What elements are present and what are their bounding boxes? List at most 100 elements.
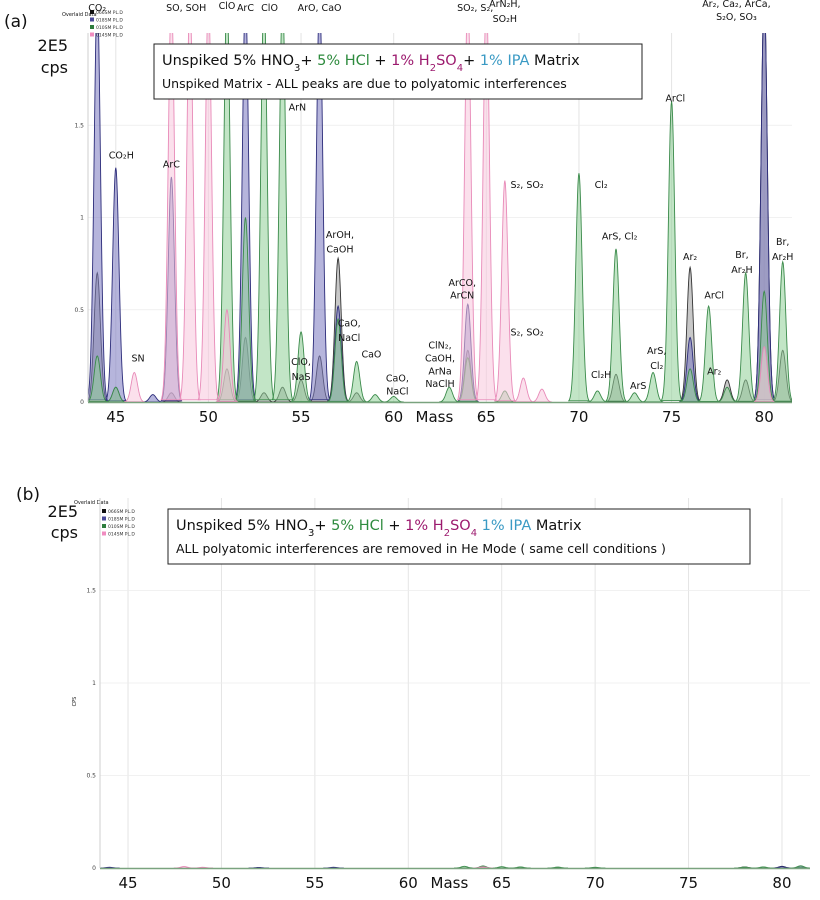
peak-annotation: SO, SOH: [166, 3, 206, 14]
peak-annotation: ArO, CaO: [298, 3, 342, 14]
title-segment: +: [300, 53, 317, 69]
peak-mark: [475, 33, 498, 401]
peak-mark: [679, 368, 701, 402]
legend-swatch: [102, 531, 106, 536]
peak-mark: [567, 173, 590, 402]
panel-label: (b): [16, 485, 40, 505]
corner-note: Overlaid Data: [62, 12, 97, 18]
peak-mark: [753, 345, 775, 402]
peak-annotation: CaO: [361, 350, 381, 361]
peak-annotation: ArCN: [450, 291, 474, 302]
legend-entry: 018SM PL.D: [108, 517, 135, 523]
title-box: [153, 43, 643, 100]
peak-annotation: NaCl: [338, 333, 360, 344]
legend-swatch: [90, 10, 94, 14]
series-014sm-pl-d: [124, 33, 775, 402]
title-segment: SO: [436, 53, 457, 69]
peak-mark: [604, 248, 628, 402]
title-segment: +: [384, 518, 405, 534]
peak-annotation: Ar₂H: [772, 252, 793, 263]
y-tick-label: 1: [92, 680, 96, 687]
peak-annotation: CaO,: [338, 318, 361, 329]
title-segment: Matrix: [529, 53, 580, 69]
peak-mark: [290, 330, 312, 402]
y-unit-cps: cps: [41, 58, 68, 77]
x-tick-label: 65: [477, 408, 496, 426]
peak-mark: [234, 33, 257, 401]
title-line-1: Unspiked 5% HNO3+ 5% HCl + 1% H2SO4+ 1% …: [162, 53, 580, 74]
peak-annotation: Ar₂: [683, 252, 697, 263]
peak-layer: [88, 33, 792, 402]
peak-annotation: SO₂, S₂,: [457, 3, 493, 14]
title-segment: Unspiked 5% HNO: [162, 53, 294, 69]
peak-annotation: CaOH: [326, 245, 353, 256]
peak-annotation: S₂, SO₂: [510, 180, 543, 191]
peak-mark: [88, 33, 109, 401]
x-tick-label: 65: [492, 874, 511, 892]
peak-annotation: Cl₂: [650, 361, 663, 372]
x-tick-label: 75: [679, 874, 698, 892]
peak-mark: [753, 33, 776, 401]
peak-annotation: NaClH: [425, 379, 454, 390]
legend-entry: 066SM PL.D: [96, 10, 123, 16]
title-segment: +: [463, 53, 480, 69]
peak-mark: [326, 317, 350, 402]
peak-mark: [124, 371, 145, 402]
legend-entry: 014SM PL.D: [96, 33, 123, 39]
title-segment: Unspiked 5% HNO: [176, 518, 308, 534]
peak-mark: [142, 394, 164, 402]
peak-mark: [105, 386, 127, 402]
peak-annotation: ArCl: [704, 291, 724, 302]
x-tick-label: 45: [118, 874, 137, 892]
peak-annotation: SN: [131, 353, 144, 364]
title-subscript: 2: [430, 63, 436, 74]
peak-annotation: ArCl: [665, 93, 685, 104]
y-tick-label: 1.5: [74, 122, 84, 129]
peak-mark: [234, 217, 257, 402]
y-tick-label: 1.5: [86, 588, 96, 595]
title-segment: 5% HCl: [331, 518, 384, 534]
peak-mark: [439, 386, 460, 402]
title-segment: 1% IPA: [480, 53, 530, 69]
peak-annotation: ArNa: [428, 366, 451, 377]
y-unit-cps: cps: [51, 523, 78, 542]
legend-entry: 010SM PL.D: [108, 524, 135, 530]
peak-mark: [364, 394, 386, 402]
x-tick-label: 45: [106, 408, 125, 426]
peak-annotation: ClO: [219, 1, 236, 12]
x-tick-label: 55: [292, 408, 311, 426]
peak-mark: [215, 308, 239, 402]
peak-mark: [383, 396, 404, 402]
title-subscript: 4: [471, 528, 477, 539]
peak-mark: [197, 33, 220, 401]
y-axis-label: CPS: [72, 697, 78, 707]
peak-annotation: ArS: [630, 381, 646, 392]
x-tick-label: 70: [586, 874, 605, 892]
peak-mark: [734, 271, 758, 402]
y-tick-label: 0.5: [74, 307, 84, 314]
panel-label: (a): [4, 12, 28, 32]
peak-mark: [716, 386, 738, 402]
x-tick-label: 80: [755, 408, 774, 426]
panel-a: (a) 2E5 cps Overlaid Data 0 0.5 1 1.5 45 50 55 60 65…: [4, 0, 793, 426]
title-subscript: 3: [294, 63, 300, 74]
peak-mark: [104, 167, 127, 402]
title-segment: 1% H: [391, 53, 430, 69]
x-tick-label: 50: [212, 874, 231, 892]
peak-mark: [346, 360, 367, 402]
x-axis-label: Mass: [431, 874, 469, 892]
peak-annotation: ArS,: [647, 346, 666, 357]
x-tick-label: 75: [662, 408, 681, 426]
peak-annotation: NaS: [292, 372, 311, 383]
peak-annotation: ClO,: [291, 357, 311, 368]
peak-annotation: Cl₂H: [591, 370, 611, 381]
y-unit-scale: 2E5: [38, 36, 68, 55]
legend-swatch: [90, 17, 94, 22]
corner-note: Overlaid Data: [74, 500, 109, 506]
title-segment: 1% H: [405, 518, 444, 534]
peak-mark: [513, 377, 534, 402]
peak-annotation: ClN₂,: [428, 340, 451, 351]
y-tick-label: 1: [80, 215, 84, 222]
peak-annotation: CaOH,: [425, 353, 455, 364]
